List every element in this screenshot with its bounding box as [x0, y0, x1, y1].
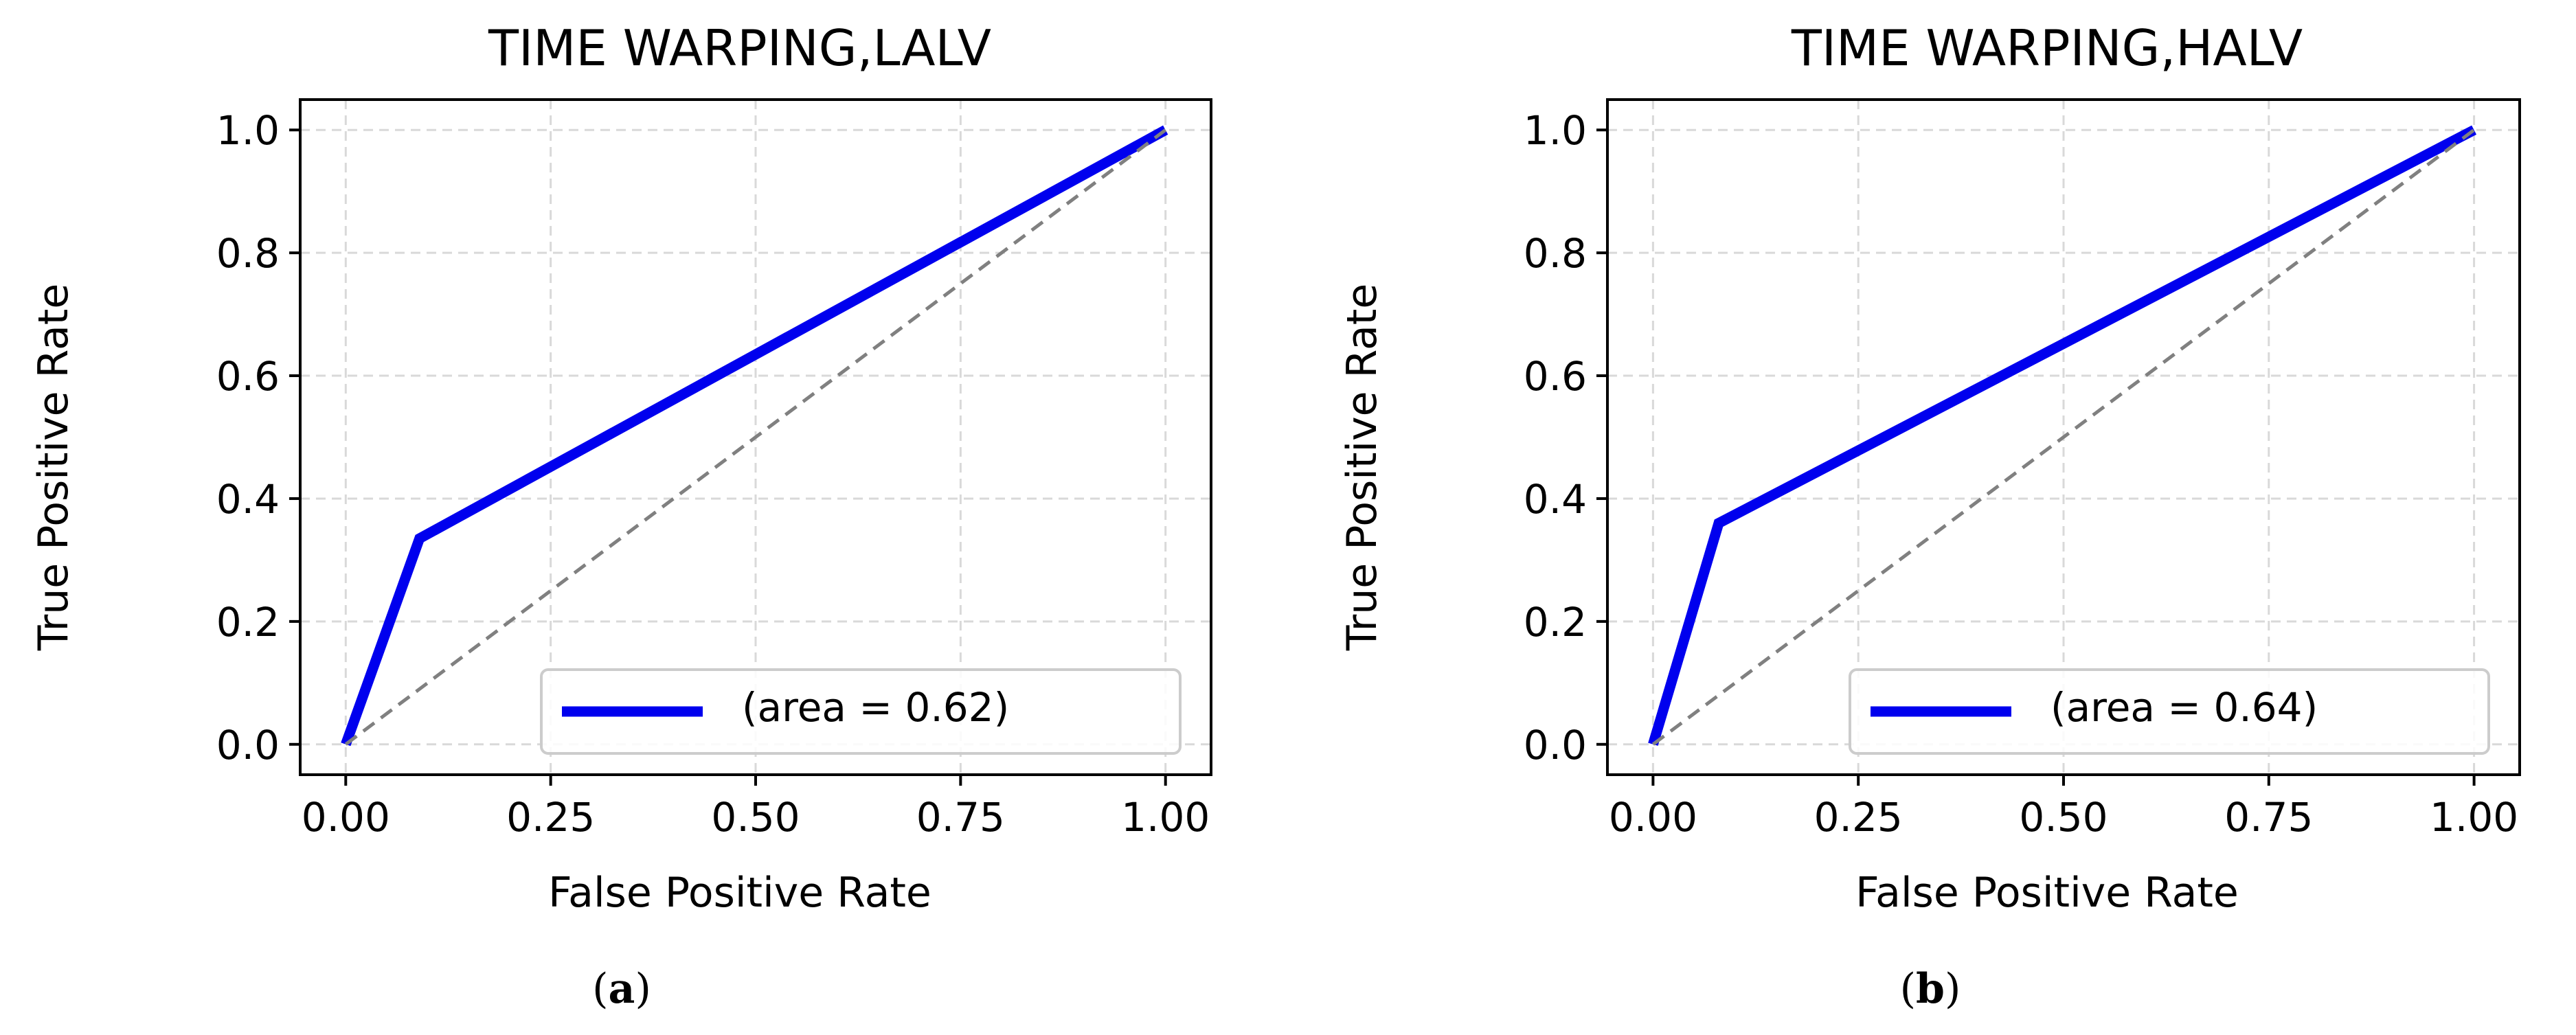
panel-title: TIME WARPING,LALV [488, 19, 991, 77]
caption-open-paren: ( [1900, 965, 1916, 1013]
y-axis-label: True Positive Rate [30, 284, 78, 651]
panel-title: TIME WARPING,HALV [1791, 19, 2303, 77]
panel-caption: (a) [592, 965, 651, 1013]
roc-curve [1648, 125, 2477, 746]
y-tick-label: 0.8 [1524, 230, 1587, 277]
y-tick-label: 0.8 [216, 230, 280, 277]
legend-box [1849, 668, 2490, 755]
y-tick-label: 0.2 [1524, 599, 1587, 646]
roc-panel-b: TIME WARPING,HALV 0.00 0.25 0.50 0.75 1.000.… [1338, 19, 2521, 1013]
y-tick-label: 0.2 [216, 599, 280, 646]
x-tick-label: 0.75 [2224, 794, 2313, 841]
x-tick-label: 0.50 [2019, 794, 2108, 841]
y-tick-label: 1.0 [216, 107, 280, 154]
x-tick-label: 0.75 [916, 794, 1005, 841]
y-axis-label: True Positive Rate [1338, 284, 1386, 651]
roc-curve [341, 125, 1168, 747]
diagonal-chance-line [344, 128, 1167, 746]
x-tick-label: 1.00 [2430, 794, 2518, 841]
y-tick-label: 0.0 [1524, 722, 1587, 769]
y-tick-label: 0.4 [1524, 476, 1587, 523]
x-axis-label: False Positive Rate [1855, 869, 2239, 917]
plot-area: 0.00 0.25 0.50 0.75 1.00 0.0 0.2 0.4 0.6 0.8 1.0 [1524, 98, 2521, 841]
y-tick-label: 0.4 [216, 476, 280, 523]
x-tick-label: 0.50 [711, 794, 800, 841]
legend-label: (area = 0.64) [2050, 684, 2318, 731]
caption-letter: b [1916, 965, 1945, 1013]
x-tick-label: 0.25 [506, 794, 595, 841]
caption-letter: a [609, 965, 635, 1013]
x-tick-label: 1.00 [1121, 794, 1210, 841]
caption-close-paren: ) [635, 965, 651, 1013]
plot-area: 0.00 0.25 0.50 0.75 1.00 0.0 0.2 0.4 0.6 0.8 1.0 [216, 98, 1212, 841]
roc-panel-a: TIME WARPING,LALV 0.00 0.25 0.50 0.75 1.000.… [30, 19, 1212, 1013]
x-tick-label: 0.00 [1609, 794, 1697, 841]
x-axis-label: False Positive Rate [548, 869, 931, 917]
x-tick-label: 0.25 [1814, 794, 1903, 841]
legend-box [540, 668, 1182, 755]
y-tick-label: 0.6 [216, 353, 280, 400]
y-tick-label: 0.6 [1524, 353, 1587, 400]
panel-caption: (b) [1900, 965, 1961, 1013]
y-tick-label: 0.0 [216, 722, 280, 769]
legend-label: (area = 0.62) [742, 684, 1009, 731]
x-tick-label: 0.00 [302, 794, 390, 841]
y-tick-label: 1.0 [1524, 107, 1587, 154]
diagonal-chance-line [1651, 128, 2476, 746]
legend: (area = 0.64) [1849, 668, 2490, 755]
caption-open-paren: ( [592, 965, 608, 1013]
legend: (area = 0.62) [540, 668, 1182, 755]
caption-close-paren: ) [1945, 965, 1961, 1013]
